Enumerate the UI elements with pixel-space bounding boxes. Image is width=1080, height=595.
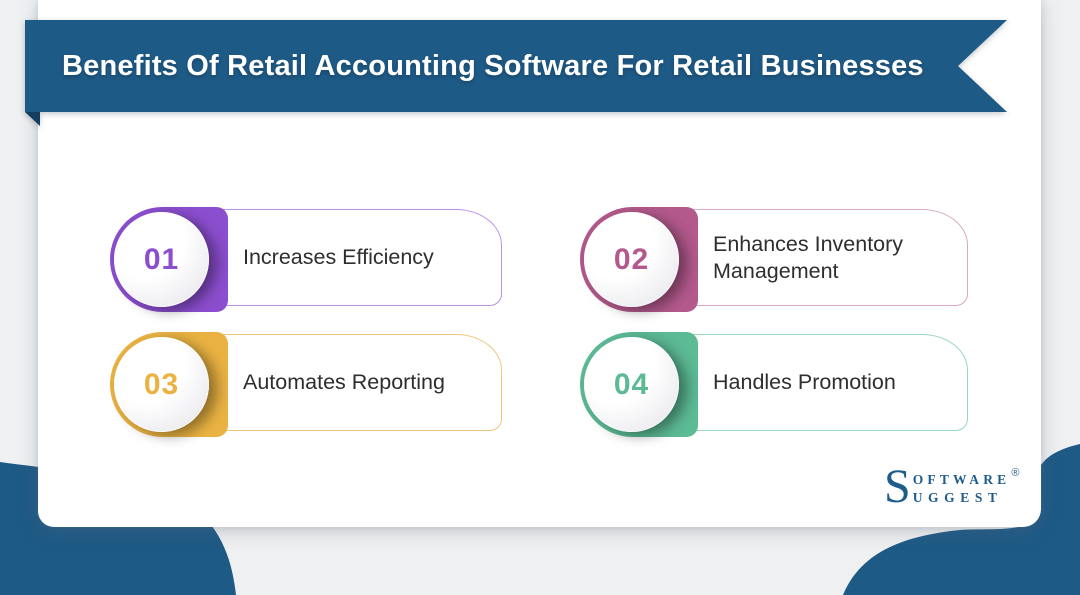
- benefit-item: Enhances Inventory Management 02: [580, 207, 968, 312]
- item-number-circle: 04: [584, 337, 679, 432]
- logo-word-suggest: UGGEST: [912, 489, 1003, 505]
- item-number: 02: [613, 242, 650, 276]
- page-title: Benefits Of Retail Accounting Software F…: [62, 49, 924, 82]
- bottom-right-blob: [843, 444, 1080, 595]
- logo-wordmark: OFTWARE ® UGGEST: [912, 467, 1020, 505]
- item-number: 01: [143, 242, 180, 276]
- item-number-badge: 04: [580, 332, 698, 437]
- registered-trademark-icon: ®: [1011, 467, 1020, 479]
- item-number-badge: 03: [110, 332, 228, 437]
- item-number-badge: 01: [110, 207, 228, 312]
- logo-initial: S: [884, 460, 911, 513]
- item-label: Enhances Inventory Management: [713, 231, 904, 283]
- item-number-badge: 02: [580, 207, 698, 312]
- item-label: Increases Efficiency: [243, 245, 434, 270]
- item-number: 03: [143, 367, 180, 401]
- softwaresuggest-logo: S OFTWARE ® UGGEST: [884, 460, 1020, 513]
- item-number: 04: [613, 367, 650, 401]
- item-label: Automates Reporting: [243, 370, 445, 395]
- title-ribbon-banner: Benefits Of Retail Accounting Software F…: [25, 20, 1007, 112]
- logo-word-software: OFTWARE: [912, 472, 1011, 487]
- item-number-circle: 03: [114, 337, 209, 432]
- benefit-item: Automates Reporting 03: [110, 332, 502, 437]
- benefit-item: Increases Efficiency 01: [110, 207, 502, 312]
- item-number-circle: 02: [584, 212, 679, 307]
- item-number-circle: 01: [114, 212, 209, 307]
- benefit-item: Handles Promotion 04: [580, 332, 968, 437]
- item-label: Handles Promotion: [713, 370, 896, 395]
